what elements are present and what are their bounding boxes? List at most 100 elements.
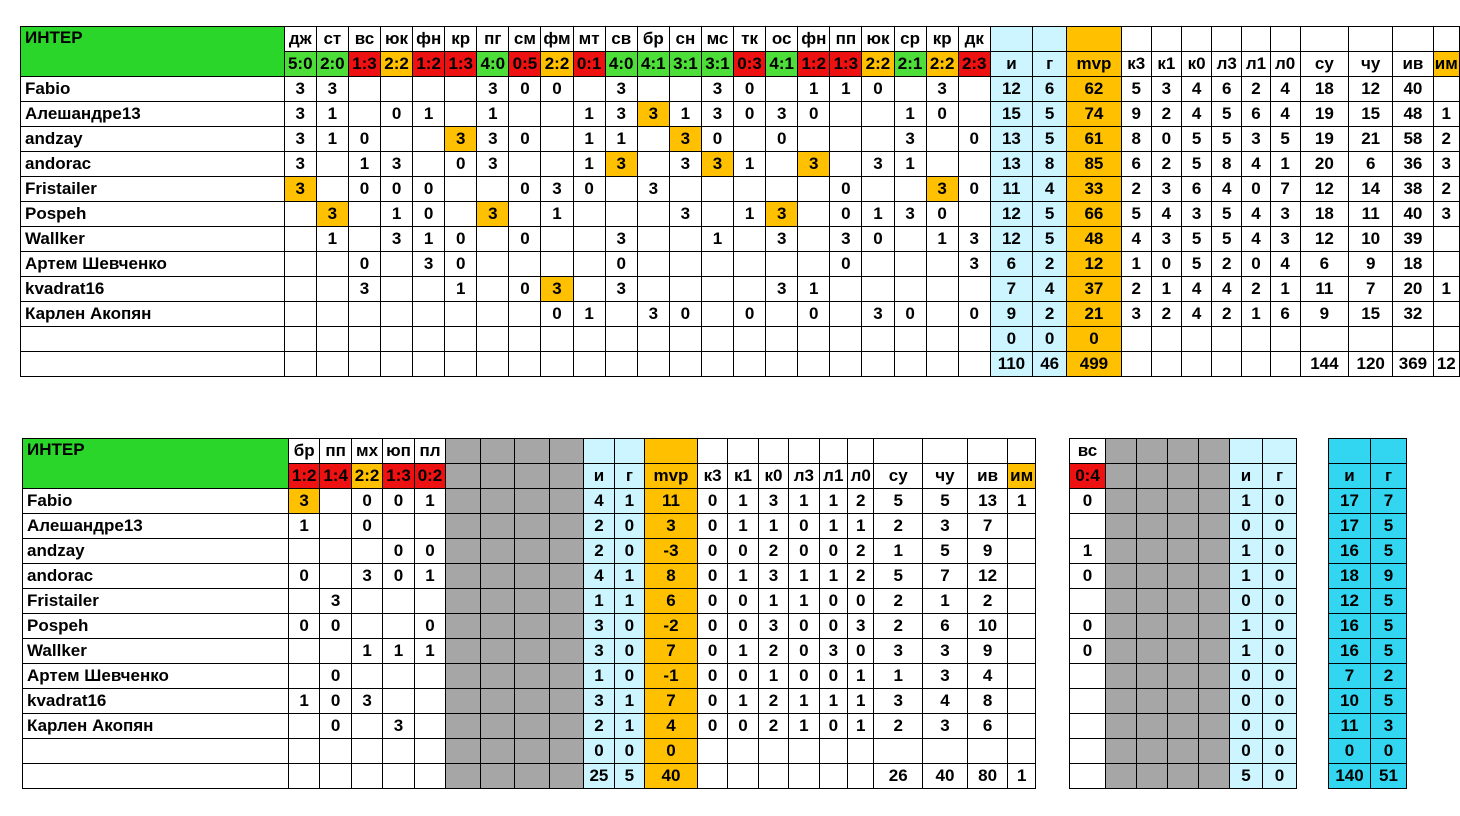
- match-points[interactable]: 1: [572, 101, 606, 127]
- stat-value[interactable]: 9: [1348, 251, 1394, 277]
- player-row[interactable]: 11 3: [1328, 713, 1407, 739]
- stat-value[interactable]: [1241, 326, 1271, 352]
- stat-value[interactable]: 6: [1241, 101, 1271, 127]
- match-header[interactable]: пг: [476, 26, 510, 52]
- placeholder-cell[interactable]: [1198, 613, 1230, 639]
- match-points[interactable]: [350, 738, 384, 764]
- match-points[interactable]: [1069, 663, 1106, 689]
- match-points[interactable]: 0: [733, 301, 767, 327]
- stat-value[interactable]: 1: [757, 588, 790, 614]
- stat-value[interactable]: 0: [613, 738, 646, 764]
- match-points[interactable]: [382, 688, 415, 714]
- player-name[interactable]: andorac: [20, 151, 285, 177]
- match-points[interactable]: 0: [797, 101, 831, 127]
- stat-header-spacer[interactable]: [1007, 438, 1036, 464]
- match-points[interactable]: 3: [668, 151, 702, 177]
- stat-value[interactable]: 4: [1032, 276, 1068, 302]
- match-points[interactable]: 1: [412, 101, 446, 127]
- player-row[interactable]: Wallker 1 1 1 3 0 7 0 1 2 0 3 0 3 3 9: [22, 638, 1036, 664]
- stat-value[interactable]: [818, 738, 849, 764]
- match-points[interactable]: [829, 326, 863, 352]
- stat-header[interactable]: су: [873, 463, 924, 489]
- match-header[interactable]: сн: [668, 26, 702, 52]
- empty-cell[interactable]: [283, 351, 317, 377]
- match-points[interactable]: [413, 663, 447, 689]
- match-points[interactable]: 1: [413, 563, 447, 589]
- placeholder-cell[interactable]: [479, 688, 516, 714]
- total-value[interactable]: [818, 763, 849, 789]
- total-value[interactable]: 51: [1370, 763, 1407, 789]
- placeholder-cell[interactable]: [1105, 613, 1137, 639]
- stat-value[interactable]: 2: [873, 513, 924, 539]
- stat-value[interactable]: [1150, 326, 1182, 352]
- empty-cell[interactable]: [925, 351, 959, 377]
- match-header[interactable]: св: [604, 26, 638, 52]
- match-points[interactable]: 3: [604, 101, 638, 127]
- match-points[interactable]: 0: [287, 563, 321, 589]
- stat-value[interactable]: 9: [1120, 101, 1152, 127]
- match-points[interactable]: [540, 126, 574, 152]
- stat-value[interactable]: 0: [818, 538, 849, 564]
- stat-value[interactable]: 1: [1269, 276, 1301, 302]
- match-points[interactable]: [636, 251, 670, 277]
- match-header[interactable]: кр: [444, 26, 478, 52]
- placeholder-cell[interactable]: [1198, 513, 1230, 539]
- stat-value[interactable]: 1: [1241, 301, 1271, 327]
- match-points[interactable]: 1: [444, 276, 478, 302]
- stat-value[interactable]: 1: [727, 488, 759, 514]
- match-points[interactable]: [350, 713, 384, 739]
- stat-value[interactable]: 0: [1066, 326, 1122, 352]
- stat-value[interactable]: 1: [847, 713, 875, 739]
- placeholder-cell[interactable]: [1105, 688, 1137, 714]
- stat-value[interactable]: 18: [1299, 76, 1350, 102]
- stat-value[interactable]: 1: [757, 663, 790, 689]
- stat-value[interactable]: 40: [1392, 76, 1434, 102]
- match-points[interactable]: 0: [925, 201, 959, 227]
- empty-cell[interactable]: [412, 351, 446, 377]
- match-score[interactable]: 1:3: [347, 51, 382, 77]
- stat-value[interactable]: 17: [1328, 488, 1371, 514]
- match-points[interactable]: [765, 326, 799, 352]
- stat-value[interactable]: 3: [922, 513, 968, 539]
- match-points[interactable]: [379, 126, 414, 152]
- match-score[interactable]: 4:1: [765, 51, 799, 77]
- match-points[interactable]: [861, 251, 895, 277]
- player-name[interactable]: Карлен Акопян: [22, 713, 289, 739]
- match-points[interactable]: [315, 276, 349, 302]
- match-points[interactable]: 3: [668, 126, 702, 152]
- stat-value[interactable]: 5: [1370, 513, 1407, 539]
- stat-value[interactable]: 6: [1348, 151, 1394, 177]
- stat-value[interactable]: 21: [1348, 126, 1394, 152]
- stat-value[interactable]: 0: [696, 613, 729, 639]
- match-points[interactable]: [957, 201, 991, 227]
- match-points[interactable]: 3: [861, 301, 895, 327]
- total-value[interactable]: 5: [1229, 763, 1263, 789]
- match-points[interactable]: [1069, 738, 1106, 764]
- stat-value[interactable]: [788, 738, 820, 764]
- match-points[interactable]: 3: [315, 201, 349, 227]
- match-points[interactable]: 0: [350, 488, 384, 514]
- match-points[interactable]: [604, 176, 638, 202]
- stat-header-spacer[interactable]: [1269, 26, 1301, 52]
- match-points[interactable]: [733, 176, 767, 202]
- stat-value[interactable]: [1432, 301, 1460, 327]
- stat-value[interactable]: 0: [644, 738, 698, 764]
- stat-value[interactable]: 2: [583, 713, 615, 739]
- stat-value[interactable]: 14: [1348, 176, 1394, 202]
- match-points[interactable]: [636, 126, 670, 152]
- stat-header[interactable]: л1: [818, 463, 849, 489]
- placeholder-cell[interactable]: [479, 713, 516, 739]
- placeholder-cell[interactable]: [514, 563, 550, 589]
- match-points[interactable]: [797, 226, 831, 252]
- match-points[interactable]: 0: [1069, 563, 1106, 589]
- placeholder-cell[interactable]: [479, 488, 516, 514]
- stat-value[interactable]: 2: [873, 613, 924, 639]
- stat-value[interactable]: 6: [922, 613, 968, 639]
- match-points[interactable]: [636, 76, 670, 102]
- stat-value[interactable]: 0: [696, 538, 729, 564]
- match-header[interactable]: пп: [319, 438, 352, 464]
- match-points[interactable]: 1: [382, 638, 415, 664]
- player-row[interactable]: andzay 3 1 0 3 3 0 1 1 3 0 0 3 0 13 5 61 8 0 5 5 3 5 19 21 58 2: [20, 126, 1460, 152]
